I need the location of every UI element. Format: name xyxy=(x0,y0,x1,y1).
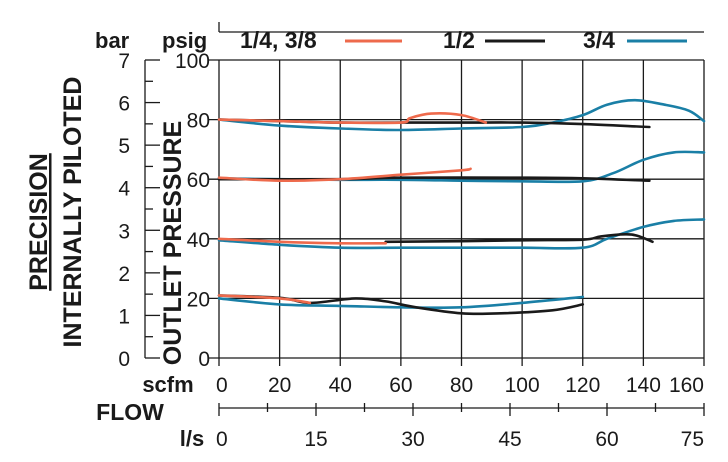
scfm-tick-label-6: 120 xyxy=(565,374,600,397)
ls-tick-label-4: 60 xyxy=(595,428,618,451)
legend: 1/4, 3/8 1/2 3/4 xyxy=(240,27,687,53)
ls-tick-label-1: 15 xyxy=(304,428,327,451)
psig-unit-label: psig xyxy=(162,28,207,53)
ls-tick-label-0: 0 xyxy=(216,428,228,451)
subtitle: INTERNALLY PILOTED xyxy=(59,77,87,348)
ls-tick-label-5: 75 xyxy=(681,428,704,451)
scfm-tick-label-8: 160 xyxy=(669,374,704,397)
series-2-curve-3 xyxy=(384,232,654,244)
legend-label-1: 1/4, 3/8 xyxy=(240,27,317,53)
bar-tick-label-6: 6 xyxy=(118,93,130,116)
bar-unit-label: bar xyxy=(95,28,130,53)
psig-tick-label-2: 40 xyxy=(187,229,210,252)
legend-label-3: 3/4 xyxy=(583,27,615,53)
series-1-curve-2 xyxy=(217,167,472,183)
series-1-curve-3 xyxy=(217,237,387,245)
bar-tick-label-5: 5 xyxy=(118,135,130,158)
psig-tick-label-5: 100 xyxy=(175,50,210,73)
bar-tick-label-0: 0 xyxy=(118,348,130,371)
scfm-unit-label: scfm xyxy=(142,372,193,397)
scfm-tick-label-3: 60 xyxy=(389,374,412,397)
scfm-tick-label-7: 140 xyxy=(626,374,661,397)
scfm-tick-label-0: 0 xyxy=(216,374,228,397)
bar-tick-label-1: 1 xyxy=(118,305,130,328)
bar-tick-label-4: 4 xyxy=(118,178,130,201)
psig-tick-label-1: 20 xyxy=(187,288,210,311)
series-lines xyxy=(217,98,706,316)
bar-tick-label-2: 2 xyxy=(118,263,130,286)
psig-tick-label-0: 0 xyxy=(198,348,210,371)
series-3-curve-3 xyxy=(217,218,706,250)
ls-tick-label-3: 45 xyxy=(498,428,521,451)
series-1-curve-1 xyxy=(217,112,488,125)
scfm-tick-label-1: 20 xyxy=(268,374,291,397)
bar-tick-label-3: 3 xyxy=(118,220,130,243)
scfm-tick-label-2: 40 xyxy=(329,374,352,397)
y-axis-label: OUTLET PRESSURE xyxy=(159,121,187,365)
category-label: PRECISION xyxy=(25,153,53,291)
scfm-tick-label-4: 80 xyxy=(450,374,473,397)
legend-label-2: 1/2 xyxy=(443,27,475,53)
series-3-curve-4 xyxy=(217,295,585,310)
x-axis-label: FLOW xyxy=(96,399,164,425)
scfm-tick-label-5: 100 xyxy=(505,374,540,397)
psig-tick-label-3: 60 xyxy=(187,169,210,192)
psig-tick-label-4: 80 xyxy=(187,110,210,133)
series-1-curve-4 xyxy=(217,294,312,305)
ls-tick-label-2: 30 xyxy=(401,428,424,451)
bar-tick-label-7: 7 xyxy=(118,50,130,73)
ls-unit-label: l/s xyxy=(180,426,204,451)
